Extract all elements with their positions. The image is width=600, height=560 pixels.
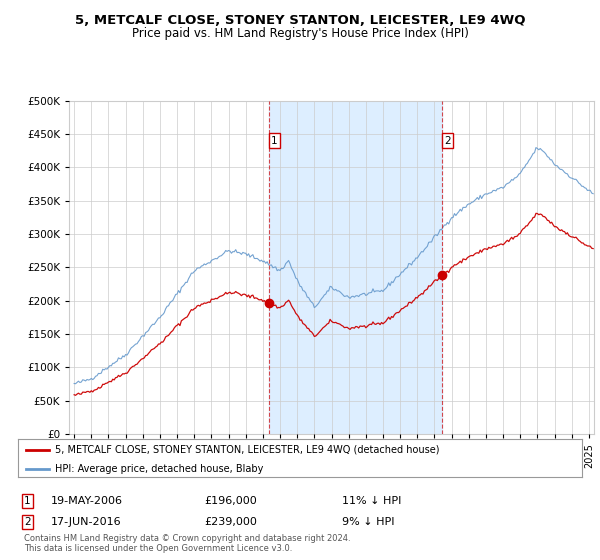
Text: 2: 2	[24, 517, 31, 527]
Text: £196,000: £196,000	[204, 496, 257, 506]
Text: 1: 1	[271, 136, 278, 146]
Text: 5, METCALF CLOSE, STONEY STANTON, LEICESTER, LE9 4WQ: 5, METCALF CLOSE, STONEY STANTON, LEICES…	[75, 14, 525, 27]
Text: 11% ↓ HPI: 11% ↓ HPI	[342, 496, 401, 506]
Text: 17-JUN-2016: 17-JUN-2016	[51, 517, 122, 527]
Text: Contains HM Land Registry data © Crown copyright and database right 2024.
This d: Contains HM Land Registry data © Crown c…	[24, 534, 350, 553]
Text: 5, METCALF CLOSE, STONEY STANTON, LEICESTER, LE9 4WQ (detached house): 5, METCALF CLOSE, STONEY STANTON, LEICES…	[55, 445, 439, 455]
Text: 9% ↓ HPI: 9% ↓ HPI	[342, 517, 395, 527]
Text: 19-MAY-2006: 19-MAY-2006	[51, 496, 123, 506]
Text: Price paid vs. HM Land Registry's House Price Index (HPI): Price paid vs. HM Land Registry's House …	[131, 27, 469, 40]
Bar	[269, 101, 442, 434]
Text: £239,000: £239,000	[204, 517, 257, 527]
Text: 1: 1	[24, 496, 31, 506]
Text: 2: 2	[444, 136, 451, 146]
Text: HPI: Average price, detached house, Blaby: HPI: Average price, detached house, Blab…	[55, 464, 263, 474]
